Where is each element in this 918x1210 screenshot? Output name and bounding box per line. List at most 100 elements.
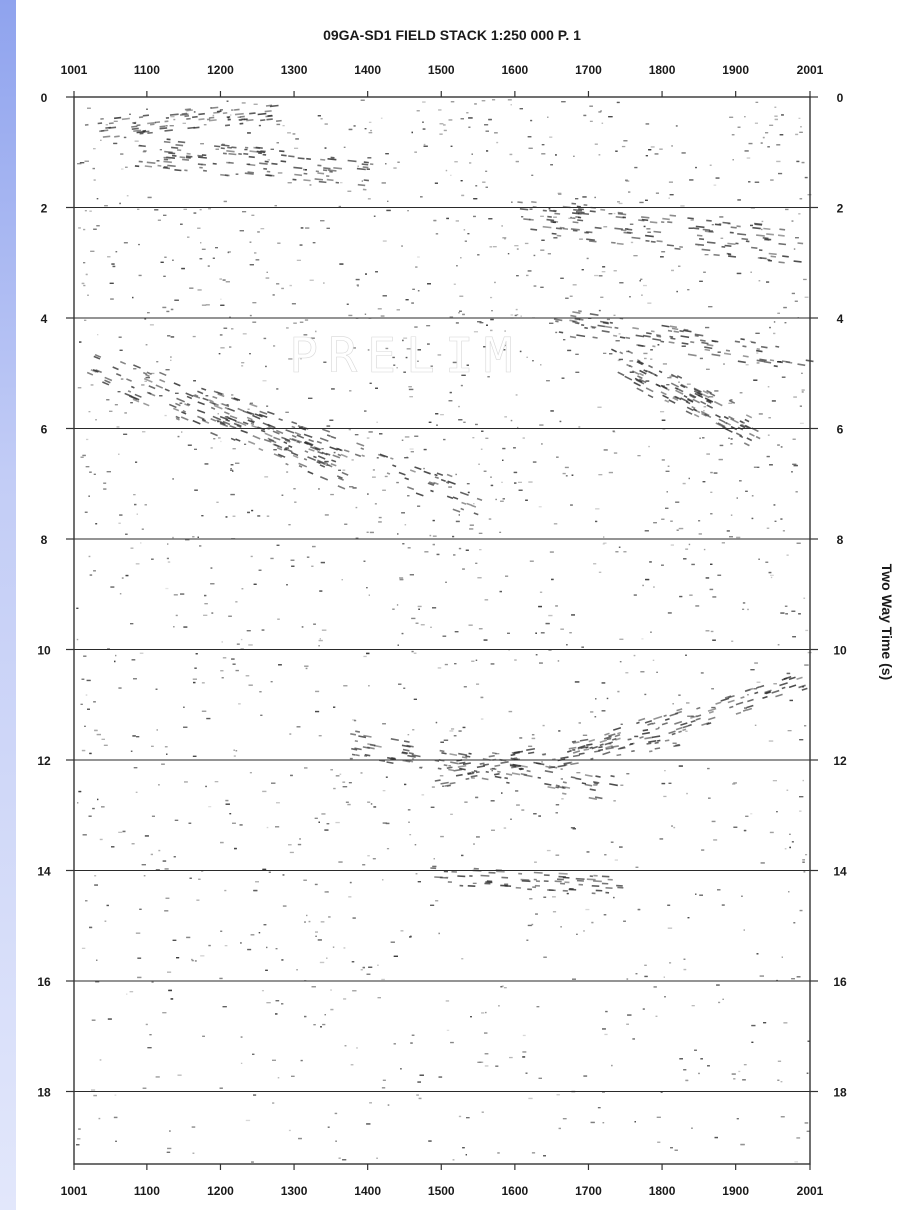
amplitude-speck [494, 281, 496, 284]
amplitude-speck [105, 124, 108, 126]
amplitude-speck [194, 667, 197, 669]
amplitude-speck [417, 1081, 421, 1083]
amplitude-speck [613, 314, 616, 316]
amplitude-speck [600, 296, 604, 298]
amplitude-speck [368, 594, 370, 596]
amplitude-speck [215, 148, 219, 150]
amplitude-speck [458, 405, 460, 408]
amplitude-speck [296, 259, 301, 261]
amplitude-speck [347, 803, 351, 806]
amplitude-speck [515, 394, 518, 396]
amplitude-speck [657, 1141, 661, 1143]
amplitude-speck [286, 471, 289, 473]
amplitude-speck [750, 271, 752, 273]
amplitude-speck [568, 217, 573, 219]
amplitude-speck [695, 166, 697, 169]
amplitude-speck [770, 179, 774, 181]
amplitude-speck [276, 142, 279, 144]
amplitude-speck [144, 835, 149, 837]
amplitude-speck [229, 316, 231, 318]
amplitude-speck [560, 926, 562, 928]
amplitude-speck [602, 1028, 606, 1030]
amplitude-speck [455, 220, 459, 222]
amplitude-speck [759, 975, 764, 977]
amplitude-speck [103, 744, 108, 746]
amplitude-speck [503, 827, 507, 829]
amplitude-speck [644, 693, 647, 696]
amplitude-speck [94, 884, 98, 886]
amplitude-speck [466, 1117, 470, 1119]
amplitude-speck [791, 841, 794, 843]
amplitude-speck [143, 875, 146, 877]
amplitude-speck [484, 599, 489, 601]
amplitude-speck [208, 944, 211, 947]
amplitude-speck [756, 681, 761, 683]
amplitude-speck [125, 574, 129, 577]
amplitude-speck [250, 555, 253, 558]
amplitude-speck [532, 461, 537, 463]
amplitude-speck [354, 434, 359, 436]
amplitude-speck [189, 287, 194, 289]
amplitude-speck [700, 1058, 703, 1060]
amplitude-speck [490, 484, 494, 487]
amplitude-speck [88, 555, 91, 558]
amplitude-speck [747, 694, 749, 696]
amplitude-speck [753, 466, 758, 468]
amplitude-speck [373, 806, 377, 808]
amplitude-speck [460, 384, 463, 387]
amplitude-speck [135, 461, 138, 463]
amplitude-speck [495, 498, 497, 501]
amplitude-speck [412, 729, 415, 731]
amplitude-speck [781, 956, 783, 958]
amplitude-speck [113, 1116, 118, 1119]
amplitude-speck [681, 152, 686, 154]
amplitude-speck [151, 372, 155, 375]
amplitude-speck [438, 109, 442, 111]
amplitude-speck [532, 461, 537, 463]
amplitude-speck [801, 372, 803, 374]
amplitude-speck [603, 226, 608, 228]
amplitude-speck [93, 179, 96, 181]
amplitude-speck [414, 326, 418, 328]
amplitude-speck [703, 406, 707, 408]
amplitude-speck [289, 851, 294, 854]
amplitude-speck [756, 681, 761, 683]
amplitude-speck [801, 391, 804, 393]
amplitude-speck [348, 782, 352, 784]
amplitude-speck [655, 192, 659, 194]
amplitude-speck [417, 290, 420, 292]
amplitude-speck [626, 1023, 629, 1025]
amplitude-speck [206, 717, 211, 720]
amplitude-speck [513, 447, 516, 449]
amplitude-speck [695, 605, 700, 607]
amplitude-speck [194, 960, 197, 962]
amplitude-speck [414, 435, 419, 437]
amplitude-speck [137, 208, 140, 210]
amplitude-speck [458, 1115, 462, 1118]
amplitude-speck [703, 410, 705, 412]
amplitude-speck [525, 499, 528, 501]
amplitude-speck [352, 917, 356, 919]
amplitude-speck [261, 990, 264, 992]
amplitude-speck [81, 749, 86, 752]
amplitude-speck [439, 775, 444, 777]
amplitude-speck [730, 438, 733, 440]
amplitude-speck [799, 131, 803, 133]
amplitude-speck [640, 278, 643, 280]
amplitude-speck [656, 671, 658, 673]
amplitude-speck [667, 465, 670, 467]
amplitude-speck [355, 506, 358, 509]
amplitude-speck [92, 807, 95, 810]
amplitude-speck [770, 179, 774, 181]
amplitude-speck [130, 750, 133, 752]
amplitude-speck [731, 640, 734, 642]
amplitude-speck [761, 228, 763, 231]
amplitude-speck [211, 612, 214, 614]
amplitude-speck [135, 791, 138, 793]
amplitude-speck [342, 781, 346, 783]
amplitude-speck [81, 749, 86, 752]
amplitude-speck [292, 133, 296, 135]
amplitude-speck [650, 146, 655, 148]
amplitude-speck [803, 278, 807, 281]
amplitude-speck [81, 282, 85, 285]
